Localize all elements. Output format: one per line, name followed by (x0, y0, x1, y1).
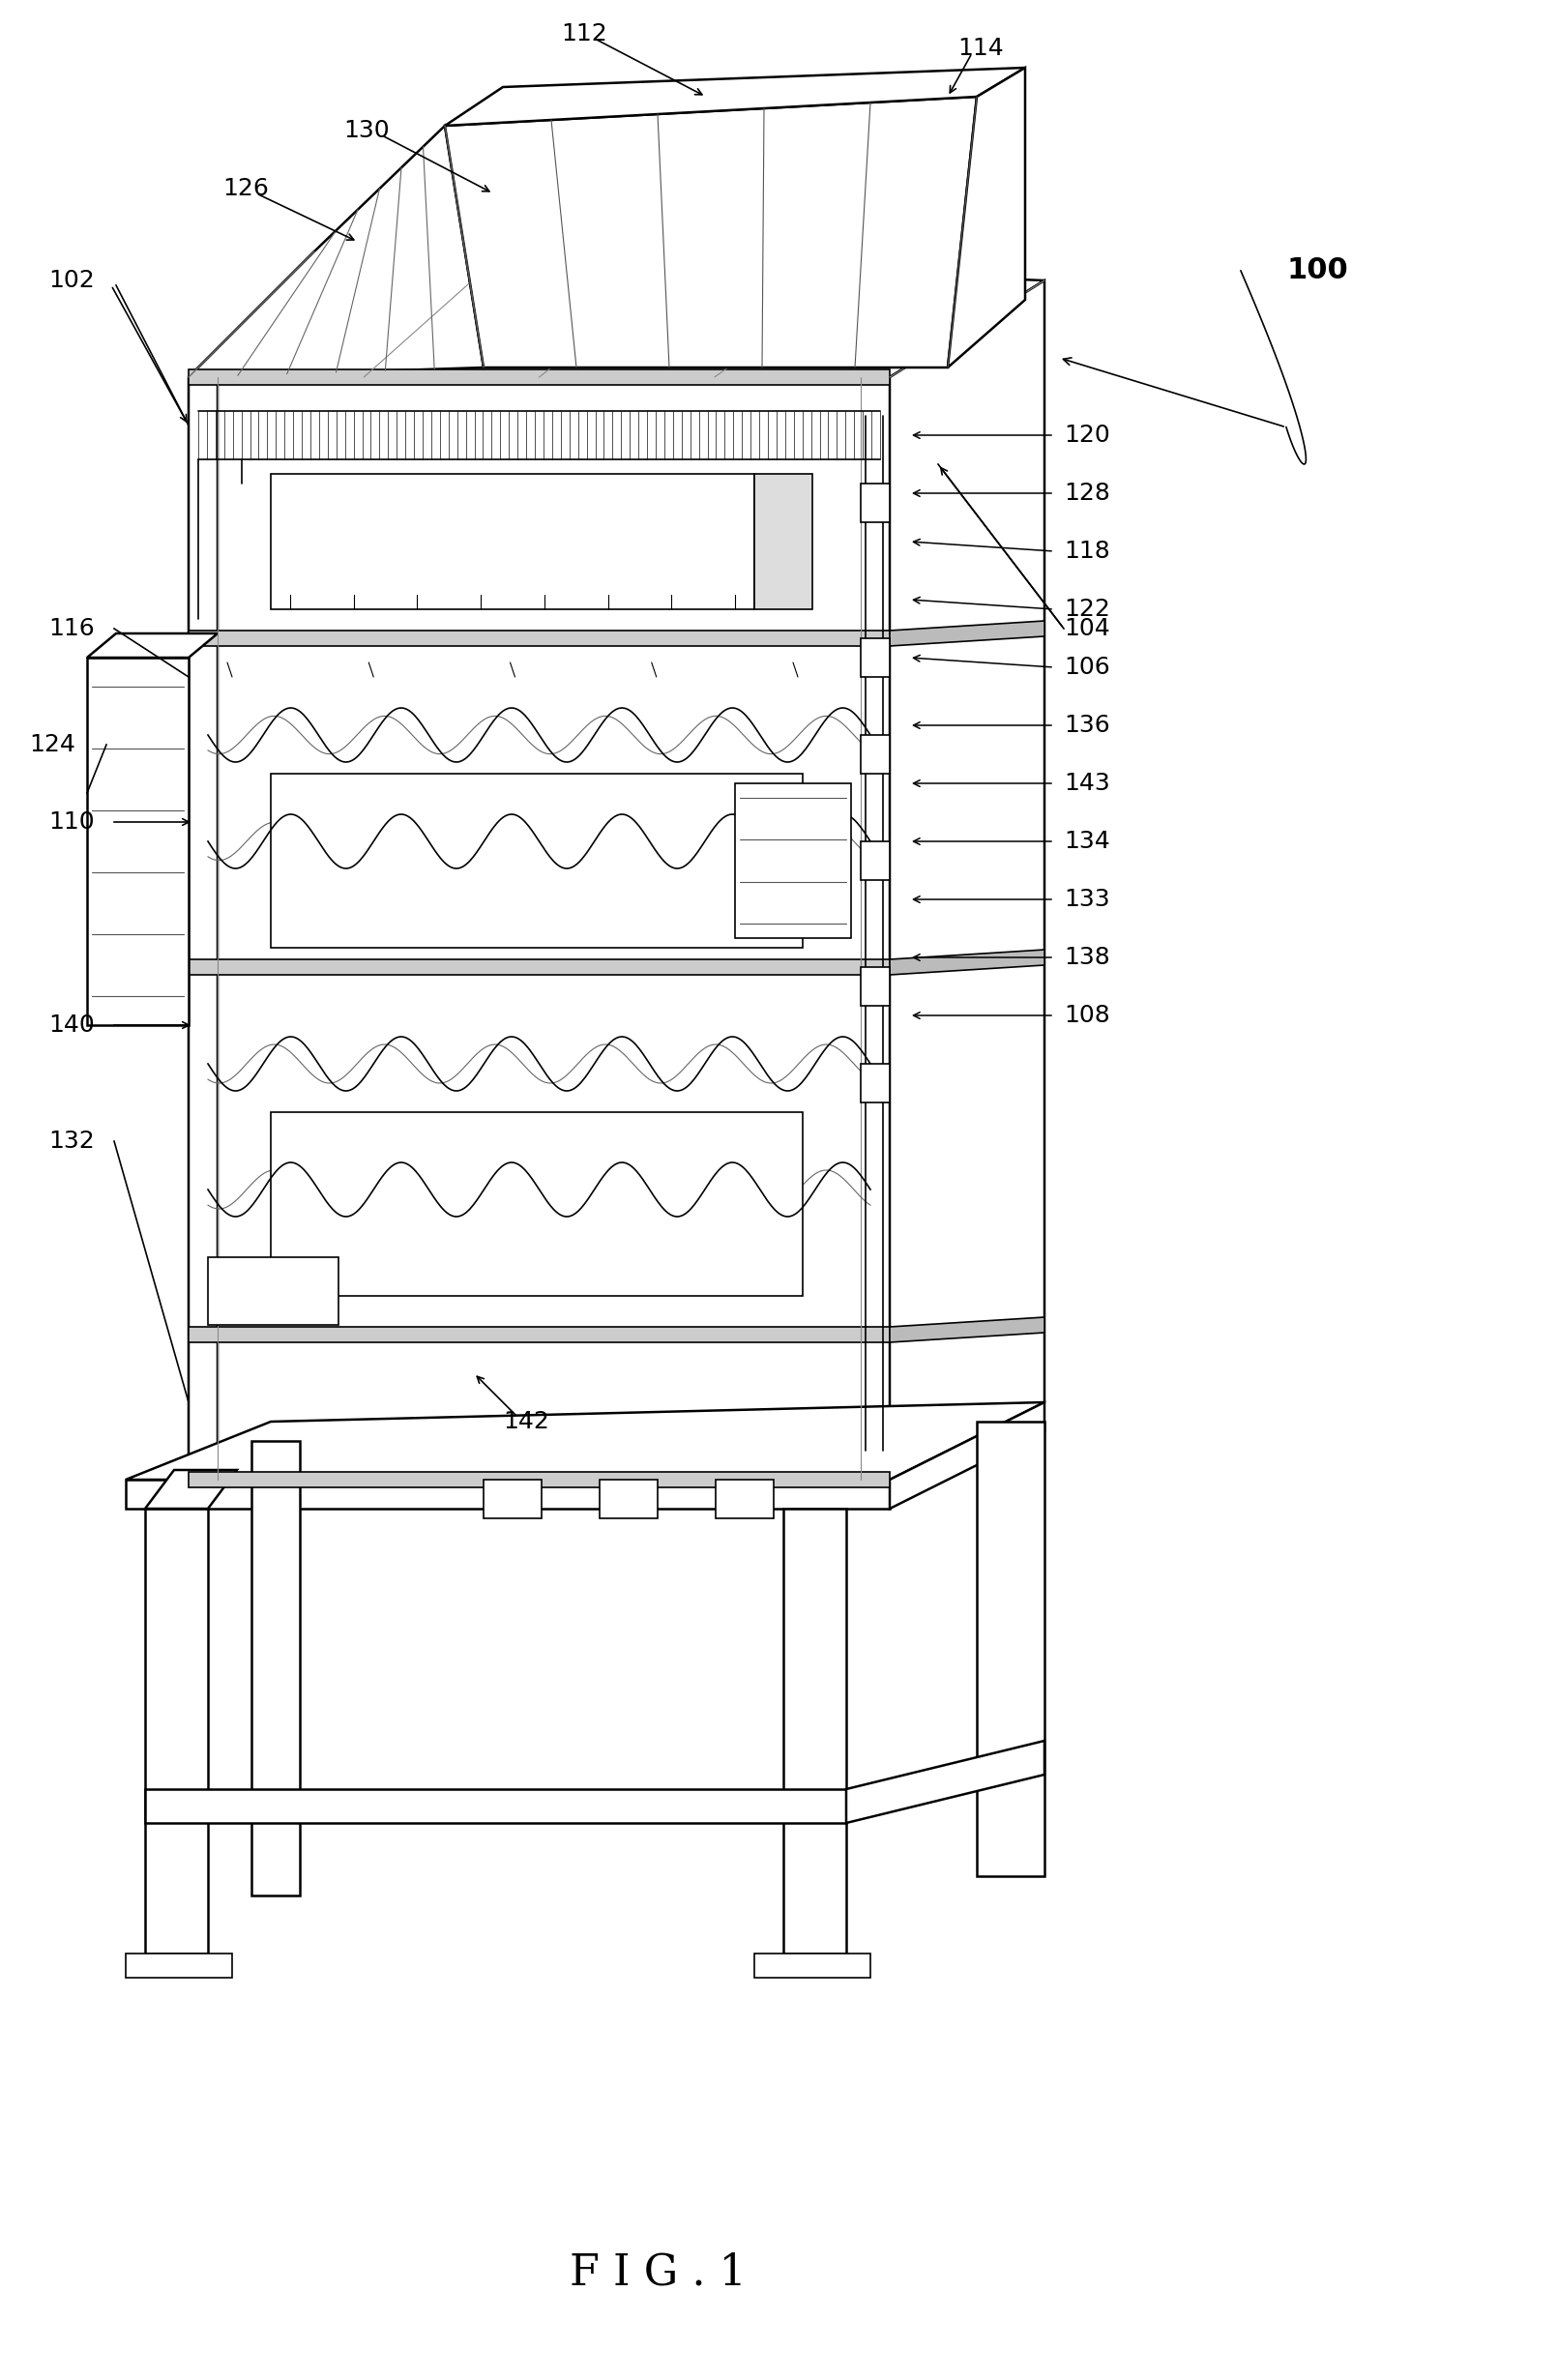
Polygon shape (860, 1064, 890, 1102)
Text: 134: 134 (1064, 831, 1109, 852)
Polygon shape (860, 483, 890, 521)
Polygon shape (735, 783, 851, 938)
Polygon shape (715, 1480, 774, 1518)
Text: 128: 128 (1064, 481, 1111, 505)
Text: 122: 122 (1064, 597, 1111, 621)
Polygon shape (189, 252, 1044, 376)
Polygon shape (87, 633, 218, 657)
Polygon shape (754, 1954, 871, 1978)
Text: F I G . 1: F I G . 1 (569, 2251, 746, 2294)
Polygon shape (87, 657, 189, 1026)
Polygon shape (189, 1471, 890, 1488)
Text: 118: 118 (1064, 540, 1109, 562)
Polygon shape (890, 621, 1044, 645)
Polygon shape (890, 950, 1044, 976)
Polygon shape (189, 376, 890, 1480)
Polygon shape (446, 67, 1025, 126)
Polygon shape (271, 1111, 802, 1295)
Text: 120: 120 (1064, 424, 1109, 447)
Polygon shape (860, 966, 890, 1007)
Text: 106: 106 (1064, 655, 1109, 678)
Text: 102: 102 (48, 269, 95, 293)
Text: 104: 104 (1064, 616, 1109, 640)
Text: 130: 130 (343, 119, 390, 143)
Polygon shape (145, 1790, 846, 1823)
Polygon shape (754, 474, 812, 609)
Text: 108: 108 (1064, 1004, 1109, 1028)
Polygon shape (446, 98, 977, 367)
Text: 110: 110 (48, 812, 95, 833)
Polygon shape (271, 774, 802, 947)
Text: 138: 138 (1064, 945, 1109, 969)
Text: 124: 124 (30, 733, 75, 757)
Polygon shape (251, 1440, 299, 1894)
Polygon shape (483, 1480, 542, 1518)
Polygon shape (189, 1326, 890, 1342)
Polygon shape (189, 959, 890, 976)
Polygon shape (189, 126, 483, 376)
Polygon shape (189, 357, 218, 1480)
Text: 142: 142 (503, 1409, 548, 1433)
Polygon shape (126, 1402, 1044, 1480)
Text: 133: 133 (1064, 888, 1109, 912)
Polygon shape (784, 1509, 846, 1954)
Polygon shape (126, 1480, 890, 1509)
Polygon shape (860, 735, 890, 774)
Text: 100: 100 (1287, 257, 1348, 286)
Polygon shape (189, 369, 890, 386)
Text: 114: 114 (958, 36, 1003, 60)
Polygon shape (890, 1316, 1044, 1342)
Text: 143: 143 (1064, 771, 1109, 795)
Polygon shape (126, 1954, 232, 1978)
Text: 116: 116 (48, 616, 95, 640)
Text: 136: 136 (1064, 714, 1109, 738)
Polygon shape (947, 67, 1025, 367)
Polygon shape (846, 1740, 1044, 1823)
Polygon shape (271, 474, 754, 609)
Text: 132: 132 (48, 1130, 95, 1152)
Polygon shape (600, 1480, 657, 1518)
Text: 126: 126 (223, 176, 268, 200)
Polygon shape (890, 281, 1044, 1480)
Polygon shape (860, 843, 890, 881)
Text: 140: 140 (48, 1014, 95, 1038)
Polygon shape (977, 1421, 1044, 1875)
Polygon shape (189, 631, 890, 645)
Polygon shape (207, 1257, 338, 1326)
Polygon shape (860, 638, 890, 676)
Text: 112: 112 (561, 21, 608, 45)
Polygon shape (145, 1471, 237, 1509)
Polygon shape (890, 1402, 1044, 1509)
Polygon shape (145, 1509, 207, 1954)
